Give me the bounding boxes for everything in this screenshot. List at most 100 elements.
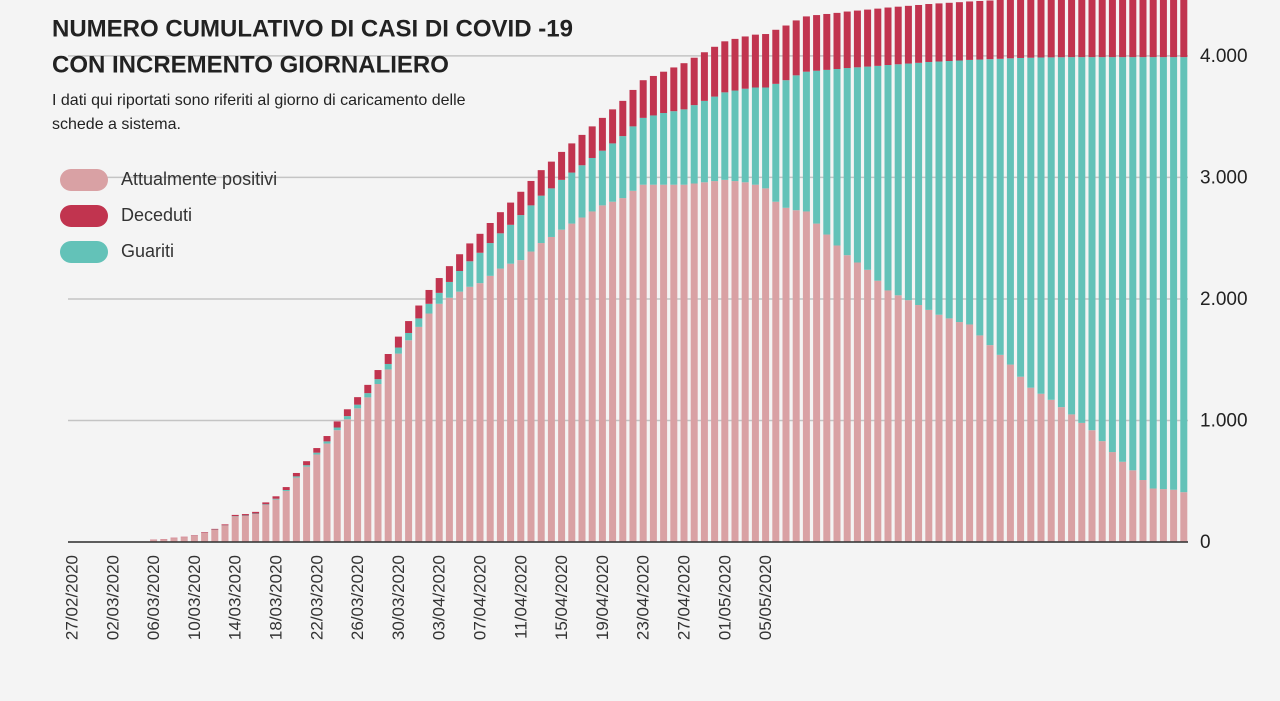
bar-segment [405,332,413,341]
x-tick-label: 23/04/2020 [634,555,653,640]
bar-segment [241,514,249,516]
bar-segment [823,234,831,542]
bar-segment [894,64,902,296]
bar-segment [731,38,739,91]
x-tick-label: 03/04/2020 [430,555,449,640]
bar-segment [364,393,372,398]
bar-segment [782,80,790,208]
bar-segment [588,126,596,158]
bar-segment [241,515,249,542]
bar-segment [282,487,290,490]
bar-segment [700,52,708,101]
bar-segment [731,90,739,182]
bar-segment [598,117,606,151]
bar-segment [231,514,239,517]
bar-segment [272,499,280,542]
bar-segment [1088,430,1096,542]
bar-segment [547,236,555,543]
bar-segment [150,539,158,542]
bar-segment [670,111,678,185]
bar-segment [476,233,484,253]
bar-segment [527,205,535,252]
bar-segment [1139,57,1147,481]
bar-segment [1057,407,1065,542]
bar-segment [1139,480,1147,542]
bar-segment [864,9,872,67]
bar-segment [904,5,912,64]
bar-segment [588,211,596,542]
bar-segment [721,179,729,542]
bar-segment [894,295,902,542]
bar-segment [394,347,402,354]
bar-segment [772,201,780,542]
x-tick-label: 19/04/2020 [593,555,612,640]
bar-segment [456,254,464,271]
bar-segment [1027,387,1035,542]
bar-segment [1006,0,1014,59]
bar-segment [864,66,872,270]
bar-segment [1129,470,1137,542]
bar-segment [762,34,770,88]
bar-segment [1068,414,1076,542]
bar-segment [609,109,617,144]
bar-segment [313,454,321,542]
bar-segment [364,397,372,542]
bar-segment [1098,441,1106,542]
bar-segment [1068,57,1076,415]
bar-segment [333,430,341,542]
bar-segment [558,229,566,542]
bar-segment [629,126,637,191]
bar-segment [649,184,657,543]
bar-segment [772,29,780,84]
x-tick-label: 30/03/2020 [389,555,408,640]
bar-segment [466,243,474,262]
bar-segment [323,443,331,542]
bar-segment [843,68,851,256]
bar-segment [1119,0,1127,58]
bar-segment [680,63,688,110]
bar-segment [711,46,719,97]
bar-segment [170,538,178,542]
bar-segment [415,326,423,542]
bar-segment [558,151,566,180]
bar-segment [384,369,392,542]
bar-segment [813,223,821,542]
bar-segment [262,504,270,542]
bar-segment [986,59,994,346]
bar-segment [415,318,423,327]
bar-segment [649,115,657,185]
bar-segment [945,318,953,542]
bar-segment [354,404,362,409]
bar-segment [721,92,729,180]
bar-segment [751,87,759,185]
bar-segment [252,514,260,542]
bar-segment [813,15,821,71]
bar-segment [853,67,861,263]
bar-segment [507,263,515,542]
bar-segment [221,525,229,542]
bar-segment [252,511,260,514]
bar-segment [925,309,933,542]
bar-segment [782,25,790,81]
bar-segment [333,427,341,431]
bar-segment [976,0,984,60]
subtitle: I dati qui riportati sono riferiti al gi… [52,92,466,109]
bar-segment [1159,489,1167,542]
bar-segment [374,384,382,542]
bar-segment [966,59,974,325]
bar-segment [262,504,270,505]
bar-segment [231,516,239,542]
bar-segment [884,65,892,291]
x-tick-label: 01/05/2020 [715,555,734,640]
bar-segment [558,179,566,230]
bar-segment [1180,492,1188,542]
bar-segment [364,384,372,394]
bar-segment [537,170,545,196]
bar-segment [762,87,770,189]
x-tick-label: 05/05/2020 [756,555,775,640]
x-tick-label: 26/03/2020 [348,555,367,640]
bar-segment [751,34,759,88]
y-tick-label: 0 [1200,532,1211,553]
bar-segment [303,466,311,542]
